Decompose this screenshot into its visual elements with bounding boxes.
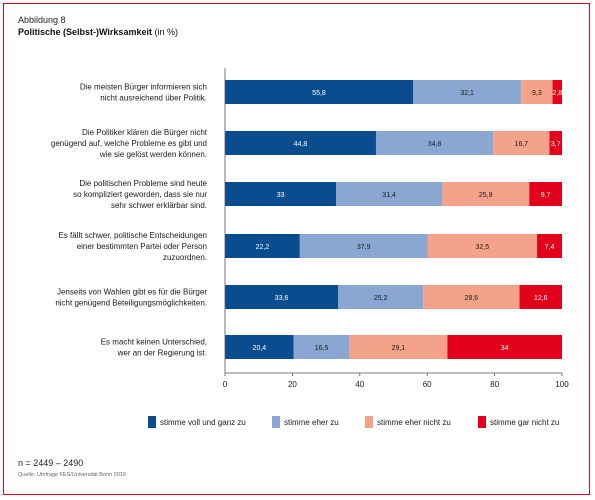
legend-label: stimme gar nicht zu (490, 418, 559, 427)
legend-swatch (365, 416, 373, 428)
data-label: 44,8 (294, 141, 308, 148)
data-label: 34 (501, 345, 509, 352)
bar-segment (225, 335, 294, 359)
bar-segment (225, 182, 337, 206)
data-label: 29,1 (392, 345, 406, 352)
category-label: Die Politiker klären die Bürger nicht (82, 128, 208, 137)
data-label: 25,9 (479, 192, 493, 199)
bar-segment (225, 234, 300, 258)
source-note: Quelle: Umfrage FES/Universität Bonn 201… (18, 472, 126, 478)
x-tick-label: 0 (223, 380, 228, 389)
x-tick-label: 40 (355, 380, 364, 389)
x-tick-label: 20 (288, 380, 297, 389)
data-label: 2,8 (552, 90, 562, 97)
bar-segment (225, 131, 376, 155)
data-label: 55,8 (312, 90, 326, 97)
bar-segment (549, 131, 562, 155)
category-label: so kompliziert geworden, dass sie nur (73, 190, 207, 199)
data-label: 37,9 (357, 244, 371, 251)
category-label: wer an der Regierung ist. (117, 349, 207, 358)
bar-segment (349, 335, 448, 359)
data-label: 7,4 (545, 244, 555, 251)
data-label: 32,1 (460, 90, 474, 97)
data-label: 28,6 (465, 295, 479, 302)
figure-frame (3, 3, 590, 495)
category-label: zuzuordnen. (163, 253, 207, 262)
bar-segment (521, 80, 553, 104)
data-label: 34,8 (428, 141, 442, 148)
data-label: 16,7 (515, 141, 529, 148)
sample-size-note: n = 2449 – 2490 (18, 458, 84, 468)
bar-segment (529, 182, 562, 206)
data-label: 22,2 (256, 244, 270, 251)
data-label: 31,4 (382, 192, 396, 199)
bar-segment (413, 80, 522, 104)
x-tick-label: 100 (555, 380, 569, 389)
legend-swatch (478, 416, 486, 428)
figure-title-line: Politische (Selbst-)Wirksamkeit (in %) (18, 27, 178, 37)
bar-segment (225, 285, 339, 309)
bar-segment (225, 80, 414, 104)
category-label: Jenseits von Wahlen gibt es für die Bürg… (57, 288, 207, 297)
bar-segment (299, 234, 428, 258)
bar-segment (427, 234, 538, 258)
category-label: Die meisten Bürger informieren sich (80, 83, 207, 92)
figure-label: Abbildung 8 (18, 15, 66, 25)
legend-label: stimme voll und ganz zu (160, 418, 246, 427)
category-label: nicht ausreichend über Politik. (100, 94, 207, 103)
bar-segment (338, 285, 424, 309)
x-tick-label: 80 (490, 380, 499, 389)
data-label: 20,4 (253, 345, 267, 352)
data-label: 33,6 (275, 295, 289, 302)
data-label: 25,2 (374, 295, 388, 302)
legend-label: stimme eher nicht zu (377, 418, 451, 427)
data-label: 12,6 (534, 295, 548, 302)
bar-segment (519, 285, 562, 309)
data-label: 9,7 (541, 192, 551, 199)
bar-segment (375, 131, 494, 155)
category-label: nicht genügend Beteiligungsmöglichkeiten… (55, 299, 207, 308)
figure-title: Politische (Selbst-)Wirksamkeit (18, 27, 152, 37)
data-label: 32,5 (475, 244, 489, 251)
category-label: sehr schwer erklärbar sind. (111, 201, 207, 210)
data-label: 9,3 (532, 90, 542, 97)
bar-segment (423, 285, 520, 309)
bar-segment (336, 182, 443, 206)
bar-segment (552, 80, 562, 104)
data-label: 16,5 (315, 345, 329, 352)
bar-segment (537, 234, 562, 258)
category-label: genügend auf, welche Probleme es gibt un… (51, 139, 207, 148)
category-label: einer bestimmten Partei oder Person (77, 242, 207, 251)
x-tick-label: 60 (423, 380, 432, 389)
figure-title-unit: (in %) (154, 27, 178, 37)
category-label: Es fällt schwer, politische Entscheidung… (58, 231, 207, 240)
category-label: Es macht keinen Unterschied, (101, 338, 207, 347)
bar-segment (447, 335, 562, 359)
bar-segment (442, 182, 530, 206)
bar-segment (493, 131, 550, 155)
legend-swatch (272, 416, 280, 428)
bar-segment (293, 335, 350, 359)
data-label: 33 (277, 192, 285, 199)
data-label: 3,7 (551, 141, 561, 148)
category-label: wie sie gelöst werden können. (99, 150, 207, 159)
category-label: Die politischen Probleme sind heute (79, 179, 207, 188)
legend-swatch (148, 416, 156, 428)
legend-label: stimme eher zu (284, 418, 339, 427)
